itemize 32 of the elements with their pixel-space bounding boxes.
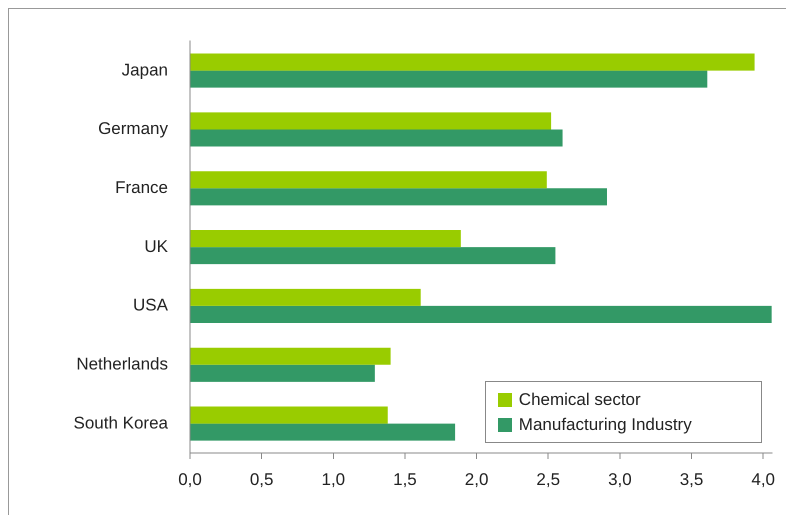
bar bbox=[190, 406, 388, 424]
bar bbox=[190, 247, 556, 264]
bar bbox=[190, 54, 755, 71]
bar bbox=[190, 112, 552, 130]
bar bbox=[190, 424, 456, 441]
legend-label: Chemical sector bbox=[518, 390, 641, 410]
bar bbox=[190, 348, 391, 365]
x-tick-label: 1,0 bbox=[321, 470, 346, 489]
y-tick-label: France bbox=[115, 178, 168, 197]
x-tick-label: 2,5 bbox=[536, 470, 560, 489]
y-tick-label: Netherlands bbox=[76, 354, 168, 374]
x-tick-label: 2,0 bbox=[464, 470, 488, 489]
bar bbox=[190, 129, 563, 147]
y-tick-label: Japan bbox=[122, 60, 168, 80]
x-tick-label: 0,0 bbox=[178, 470, 202, 489]
x-tick-label: 4,0 bbox=[751, 470, 776, 489]
bar bbox=[190, 70, 708, 88]
bar bbox=[190, 288, 421, 306]
bar bbox=[190, 188, 607, 206]
y-tick-label: UK bbox=[144, 236, 169, 256]
y-tick-label: South Korea bbox=[73, 413, 169, 432]
legend-label: Manufacturing Industry bbox=[518, 414, 692, 434]
bar bbox=[190, 230, 461, 248]
bar bbox=[190, 306, 772, 323]
x-tick-label: 1,5 bbox=[393, 470, 417, 489]
y-tick-label: Germany bbox=[98, 119, 168, 138]
x-tick-label: 0,5 bbox=[250, 470, 274, 489]
y-tick-label: USA bbox=[133, 296, 169, 315]
bar bbox=[190, 364, 375, 382]
x-tick-label: 3,5 bbox=[680, 470, 704, 489]
bar bbox=[190, 171, 547, 188]
x-tick-label: 3,0 bbox=[608, 470, 632, 489]
